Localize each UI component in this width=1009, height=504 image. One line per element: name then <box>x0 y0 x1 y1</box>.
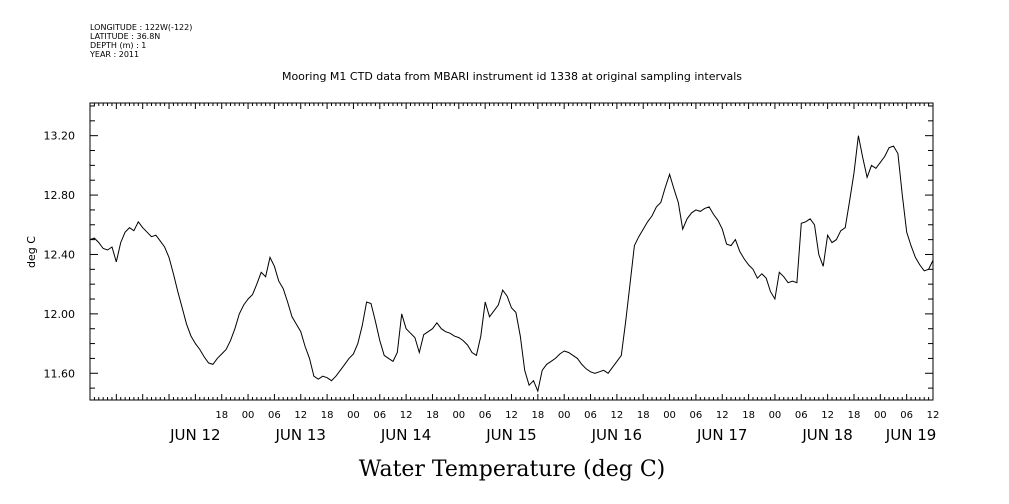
hour-tick-label: 00 <box>452 410 465 421</box>
hour-tick-label: 18 <box>531 410 544 421</box>
y-axis-label: deg C <box>25 236 38 268</box>
hour-tick-label: 12 <box>821 410 834 421</box>
day-tick-label: JUN 19 <box>885 426 936 444</box>
y-tick-label: 12.80 <box>44 189 76 202</box>
axis-ticks <box>89 103 934 400</box>
hour-tick-labels: 18 00 06 12 18 00 06 12 18 00 06 12 18 00 06 12 18 00 06 12… <box>215 410 939 421</box>
y-tick-label: 11.60 <box>44 367 76 380</box>
day-tick-label: JUN 15 <box>485 426 536 444</box>
day-tick-label: JUN 13 <box>275 426 326 444</box>
hour-tick-label: 18 <box>848 410 861 421</box>
y-tick-labels: 11.60 12.00 12.40 12.80 13.20 <box>44 130 76 381</box>
hour-tick-label: 06 <box>268 410 281 421</box>
day-tick-label: JUN 17 <box>696 426 747 444</box>
hour-tick-label: 18 <box>215 410 228 421</box>
longitude-label: LONGITUDE : 122W(-122) <box>90 23 192 32</box>
y-tick-label: 12.00 <box>44 308 76 321</box>
hour-tick-label: 12 <box>505 410 518 421</box>
hour-tick-label: 18 <box>321 410 334 421</box>
hour-tick-label: 00 <box>558 410 571 421</box>
plot-frame <box>89 102 934 401</box>
day-tick-labels: JUN 12 JUN 13 JUN 14 JUN 15 JUN 16 JUN 17 JUN … <box>169 426 936 444</box>
day-tick-label: JUN 12 <box>169 426 220 444</box>
hour-tick-label: 06 <box>479 410 492 421</box>
day-tick-label: JUN 18 <box>801 426 852 444</box>
hour-tick-label: 06 <box>690 410 703 421</box>
hour-tick-label: 18 <box>742 410 755 421</box>
hour-tick-label: 00 <box>874 410 887 421</box>
hour-tick-label: 00 <box>347 410 360 421</box>
hour-tick-label: 00 <box>663 410 676 421</box>
hour-tick-label: 06 <box>373 410 386 421</box>
hour-tick-label: 12 <box>294 410 307 421</box>
hour-tick-label: 00 <box>769 410 782 421</box>
latitude-label: LATITUDE : 36.8N <box>90 32 160 41</box>
hour-tick-label: 12 <box>611 410 624 421</box>
hour-tick-label: 18 <box>637 410 650 421</box>
hour-tick-label: 12 <box>400 410 413 421</box>
day-tick-label: JUN 16 <box>591 426 642 444</box>
x-axis-label: Water Temperature (deg C) <box>359 457 666 482</box>
day-tick-label: JUN 14 <box>380 426 431 444</box>
temperature-line <box>89 135 934 393</box>
hour-tick-label: 00 <box>242 410 255 421</box>
hour-tick-label: 06 <box>795 410 808 421</box>
hour-tick-label: 18 <box>426 410 439 421</box>
hour-tick-label: 12 <box>716 410 729 421</box>
depth-label: DEPTH (m) : 1 <box>90 41 146 50</box>
year-label: YEAR : 2011 <box>89 50 139 59</box>
chart-title: Mooring M1 CTD data from MBARI instrumen… <box>282 70 742 83</box>
hour-tick-label: 06 <box>584 410 597 421</box>
y-tick-label: 12.40 <box>44 248 76 261</box>
hour-tick-label: 12 <box>927 410 940 421</box>
header-info: LONGITUDE : 122W(-122) LATITUDE : 36.8N … <box>89 23 192 59</box>
hour-tick-label: 06 <box>900 410 913 421</box>
y-tick-label: 13.20 <box>44 130 76 143</box>
